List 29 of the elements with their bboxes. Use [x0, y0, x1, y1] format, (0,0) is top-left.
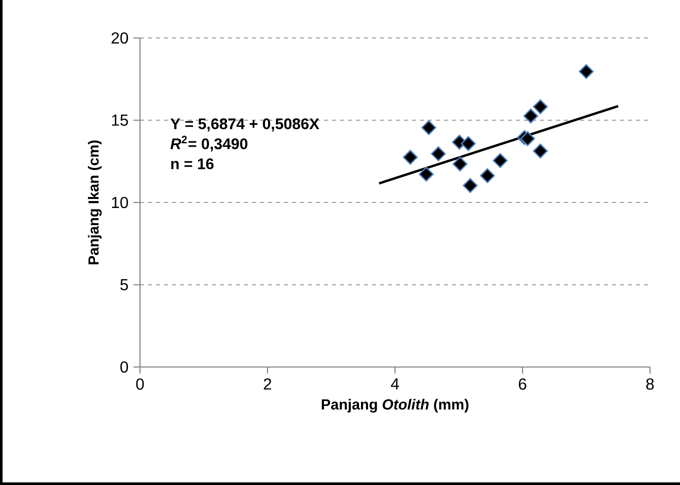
- point: [523, 108, 538, 124]
- point: [480, 168, 495, 184]
- point: [492, 153, 508, 168]
- point: [578, 64, 594, 80]
- point: [532, 99, 548, 114]
- point: [402, 150, 418, 165]
- y-tick-label: 20: [112, 32, 128, 44]
- x-tick-label: 4: [390, 378, 399, 390]
- annotation: n = 16: [171, 158, 214, 170]
- point: [421, 120, 436, 136]
- point: [452, 156, 468, 172]
- annotation: Y = 5,6874 + 0,5086X: [170, 118, 320, 132]
- x-tick-label: 6: [518, 378, 526, 390]
- y-tick-label: 5: [120, 279, 128, 290]
- point: [532, 144, 548, 158]
- point: [462, 178, 478, 194]
- point: [460, 136, 476, 152]
- x-axis-title: Panjang Otolith (mm): [322, 398, 468, 413]
- y-axis-title: Panjang Ikan (cm): [88, 140, 102, 264]
- x-tick-label: 8: [646, 378, 654, 390]
- point: [430, 146, 446, 162]
- point: [418, 166, 434, 182]
- x-tick-label: 2: [264, 378, 272, 390]
- point: [520, 131, 536, 146]
- y-tick-label: 10: [112, 196, 128, 208]
- x-tick-label: 0: [136, 378, 144, 390]
- y-tick-label: 0: [120, 361, 128, 373]
- y-tick-label: 15: [112, 114, 128, 126]
- annotation: R$^{2}$= 0,3490: [170, 136, 248, 152]
